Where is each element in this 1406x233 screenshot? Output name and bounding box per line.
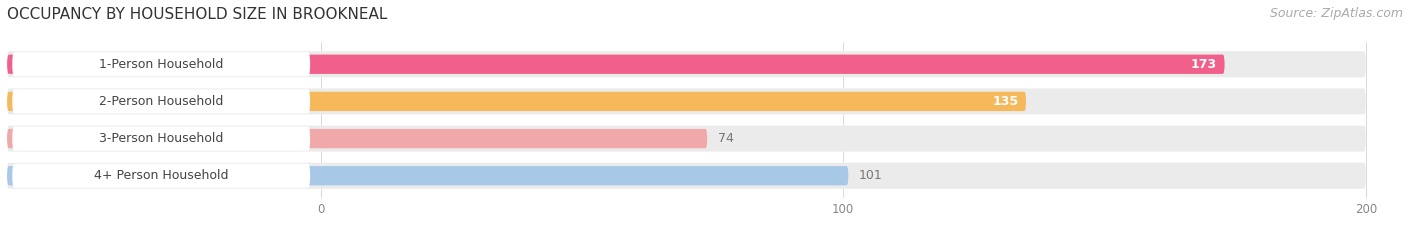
- Text: 4+ Person Household: 4+ Person Household: [94, 169, 228, 182]
- Text: 74: 74: [718, 132, 734, 145]
- FancyBboxPatch shape: [13, 127, 311, 151]
- Text: Source: ZipAtlas.com: Source: ZipAtlas.com: [1270, 7, 1403, 20]
- Text: 3-Person Household: 3-Person Household: [98, 132, 224, 145]
- FancyBboxPatch shape: [7, 55, 1225, 74]
- FancyBboxPatch shape: [7, 92, 1026, 111]
- Text: 135: 135: [993, 95, 1018, 108]
- FancyBboxPatch shape: [13, 89, 311, 113]
- FancyBboxPatch shape: [7, 163, 1365, 189]
- Text: 2-Person Household: 2-Person Household: [98, 95, 224, 108]
- FancyBboxPatch shape: [7, 166, 848, 185]
- Text: OCCUPANCY BY HOUSEHOLD SIZE IN BROOKNEAL: OCCUPANCY BY HOUSEHOLD SIZE IN BROOKNEAL: [7, 7, 388, 22]
- Text: 1-Person Household: 1-Person Household: [98, 58, 224, 71]
- FancyBboxPatch shape: [7, 129, 707, 148]
- FancyBboxPatch shape: [13, 164, 311, 188]
- Text: 101: 101: [859, 169, 883, 182]
- Text: 173: 173: [1191, 58, 1216, 71]
- FancyBboxPatch shape: [7, 126, 1365, 152]
- FancyBboxPatch shape: [7, 88, 1365, 114]
- FancyBboxPatch shape: [13, 52, 311, 76]
- FancyBboxPatch shape: [7, 51, 1365, 77]
